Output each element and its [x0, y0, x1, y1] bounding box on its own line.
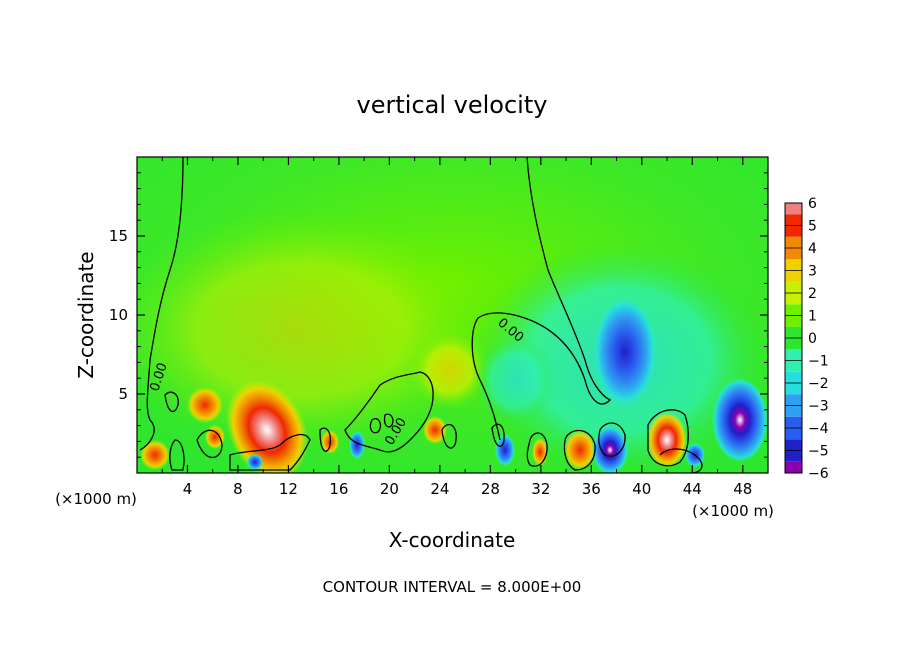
x-tick-label-10: 44	[683, 480, 702, 498]
updraft-core-3	[140, 440, 170, 470]
x-tick-label-7: 32	[531, 480, 550, 498]
colorbar-swatch-0	[785, 461, 802, 473]
contour-loop-5	[344, 371, 434, 453]
contour-loop-9	[647, 409, 689, 467]
contour-loop-7	[526, 432, 548, 467]
x-tick-label-8: 36	[582, 480, 601, 498]
downdraft-left	[475, 335, 555, 425]
chart-title: vertical velocity	[357, 91, 548, 119]
contour-loop-14	[369, 418, 382, 434]
contour-loop-4	[229, 433, 311, 471]
colorbar-label-5: −1	[808, 354, 829, 370]
colorbar-label-1: −5	[808, 444, 829, 460]
contour-loop-8	[563, 429, 596, 471]
y-tick-label-1: 10	[109, 306, 128, 324]
colorbar-label-6: 0	[808, 331, 817, 347]
contour-loop-3	[169, 439, 185, 471]
x-tick-label-1: 8	[233, 480, 243, 498]
contour-loop-15	[598, 422, 626, 457]
updraft-core-9	[532, 438, 548, 466]
contour-line-right	[471, 157, 612, 441]
updraft-core-7	[564, 430, 596, 470]
contour-loop-1	[164, 391, 179, 413]
y-tick-label-0: 5	[118, 385, 128, 403]
colorbar-label-8: 2	[808, 286, 817, 302]
x-tick-label-11: 48	[733, 480, 752, 498]
colorbar-swatch-12	[785, 203, 802, 215]
x-tick-label-2: 12	[279, 480, 298, 498]
contour-loop-12	[441, 423, 457, 449]
contour-loop-11	[319, 427, 331, 452]
colorbar-label-2: −4	[808, 421, 829, 437]
updraft-core-8	[647, 412, 687, 468]
x-tick-label-0: 4	[183, 480, 193, 498]
x-axis-unit-left: (×1000 m)	[55, 490, 137, 508]
colorbar-label-10: 4	[808, 241, 817, 257]
contour-loop-6	[491, 423, 505, 448]
colorbar-label-12: 6	[808, 196, 817, 212]
updraft-core-6	[423, 416, 447, 444]
x-tick-label-5: 24	[430, 480, 449, 498]
colorbar-label-11: 5	[808, 219, 817, 235]
zero-contours	[139, 157, 703, 473]
y-tick-label-2: 15	[109, 227, 128, 245]
x-axis-label: X-coordinate	[389, 528, 516, 552]
x-tick-label-9: 40	[632, 480, 651, 498]
updraft-broad	[137, 210, 490, 450]
colorbar: −6 −5 −4 −3 −2 −1 0 1 2 3 4 5 6	[784, 196, 829, 482]
y-axis-label: Z-coordinate	[74, 251, 98, 378]
updraft-core-1	[226, 380, 308, 473]
downdraft-core-1	[712, 378, 768, 462]
updraft-center	[410, 330, 490, 410]
x-axis-ticks: 4 8 12 16 20 24 28 32 36 40 44 48	[161, 157, 752, 498]
x-tick-label-6: 28	[481, 480, 500, 498]
colorbar-label-4: −2	[808, 376, 829, 392]
colorbar-label-3: −3	[808, 399, 829, 415]
x-tick-label-3: 16	[329, 480, 348, 498]
updraft-core-2	[187, 387, 223, 423]
contour-loop-10	[659, 448, 703, 473]
downdraft-core-4	[247, 454, 263, 470]
heatmap-field: 0.00 0.00 0.00	[137, 157, 768, 473]
colorbar-label-9: 3	[808, 264, 817, 280]
colorbar-label-7: 1	[808, 309, 817, 325]
contour-loop-13	[383, 413, 394, 428]
downdraft-core-5	[495, 434, 515, 466]
colorbar-label-0: −6	[808, 466, 829, 482]
x-tick-label-4: 20	[380, 480, 399, 498]
downdraft-core-upper	[593, 297, 657, 407]
updraft-core-4	[205, 425, 225, 449]
contour-loop-2	[196, 429, 223, 459]
x-axis-unit-right: (×1000 m)	[692, 502, 774, 520]
downdraft-core-2	[592, 426, 628, 473]
y-axis-ticks: 5 10 15	[109, 172, 768, 458]
contour-line-left	[139, 157, 184, 451]
downdraft-core-3	[349, 431, 365, 459]
contour-interval-note: CONTOUR INTERVAL = 8.000E+00	[323, 578, 582, 596]
